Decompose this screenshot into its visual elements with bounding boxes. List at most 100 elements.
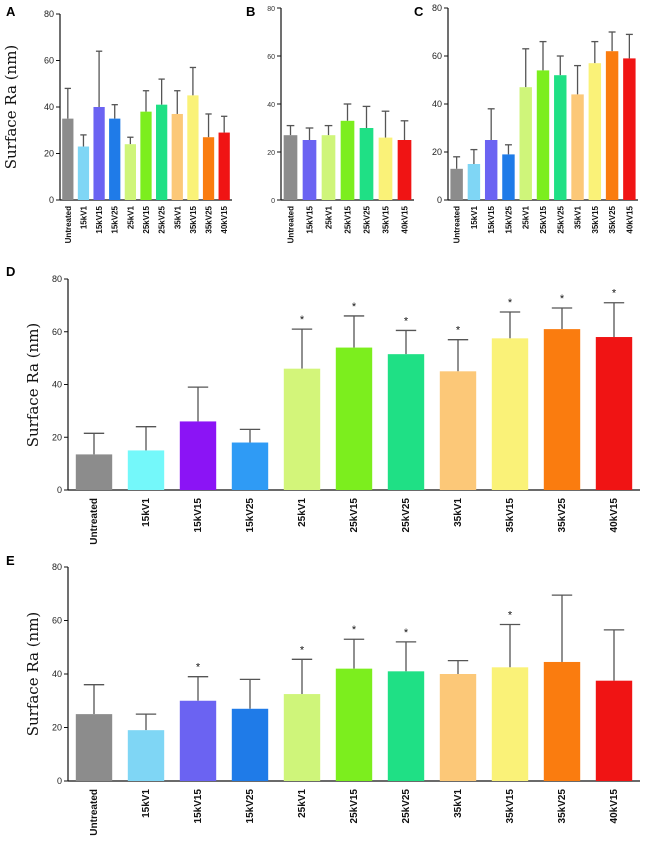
x-tick-label: 40kV15	[609, 789, 620, 824]
bar-35kv25	[605, 51, 619, 201]
significance-star: *	[196, 662, 201, 674]
y-axis-title: Surface Ra (nm)	[2, 45, 20, 170]
bar-25kv25	[156, 104, 168, 200]
y-tick-label: 60	[44, 56, 54, 66]
bar-35kv1	[439, 674, 477, 781]
bar-25kv15	[335, 347, 373, 490]
y-tick-label: 40	[52, 669, 62, 679]
significance-star: *	[456, 325, 461, 337]
x-tick-label: Untreated	[287, 206, 296, 243]
y-tick-label: 0	[437, 195, 442, 205]
x-tick-label: 35kV15	[591, 205, 600, 233]
y-tick-label: 0	[57, 485, 62, 495]
y-tick-label: 60	[52, 616, 62, 626]
bar-25kv1	[283, 368, 321, 490]
x-tick-label: 35kV15	[189, 205, 198, 233]
bar-untreated	[75, 454, 113, 490]
x-tick-label: 40kV15	[625, 205, 634, 233]
y-tick-label: 40	[267, 102, 275, 109]
chart-panel-c: C 0 20 40 60 80 Untreated 15kV1 15kV15 15kV25 25kV…	[414, 3, 638, 243]
x-tick-label: 25kV25	[158, 205, 167, 233]
x-tick-label: 15kV15	[193, 498, 204, 533]
y-tick-label: 80	[44, 9, 54, 19]
x-tick-label: 35kV15	[382, 205, 391, 233]
bar-untreated	[62, 118, 74, 200]
bar-40kv15	[595, 337, 633, 490]
y-tick-label: 60	[267, 54, 275, 61]
x-tick-label: 15kV25	[504, 205, 513, 233]
x-tick-label: Untreated	[453, 206, 462, 243]
significance-star: *	[352, 301, 357, 313]
bar-35kv25	[543, 329, 581, 490]
x-tick-label: 35kV15	[505, 498, 516, 533]
x-tick-label: 25kV1	[297, 498, 308, 527]
x-tick-label: 25kV15	[349, 789, 360, 824]
x-tick-label: 35kV25	[205, 205, 214, 233]
x-tick-label: 25kV1	[126, 205, 135, 229]
bar-40kv15	[397, 140, 412, 200]
bar-untreated	[75, 714, 113, 781]
bar-25kv15	[536, 70, 550, 201]
x-tick-label: 35kV1	[453, 498, 464, 527]
x-tick-label: 40kV15	[220, 205, 229, 233]
x-tick-label: 35kV15	[505, 789, 516, 824]
y-tick-label: 60	[432, 51, 442, 61]
panel-label: A	[6, 4, 16, 19]
x-tick-label: 15kV15	[306, 205, 315, 233]
bar-25kv25	[387, 354, 425, 490]
panel-label: D	[6, 264, 15, 279]
bar-15kv25	[231, 442, 269, 490]
significance-star: *	[404, 627, 409, 639]
significance-star: *	[352, 624, 357, 636]
bar-15kv25	[231, 708, 269, 781]
bar-15kv15	[179, 421, 217, 490]
x-tick-label: 15kV1	[79, 205, 88, 229]
bar-35kv15	[378, 137, 393, 200]
y-tick-label: 20	[44, 149, 54, 159]
x-tick-label: 25kV25	[363, 205, 372, 233]
bar-25kv15	[340, 120, 355, 200]
bar-15kv15	[484, 140, 498, 200]
y-tick-label: 80	[267, 6, 275, 13]
significance-star: *	[560, 293, 565, 305]
x-tick-label: 25kV15	[539, 205, 548, 233]
x-tick-label: 15kV1	[141, 789, 152, 818]
x-tick-label: 25kV15	[142, 205, 151, 233]
bar-35kv1	[571, 94, 584, 200]
significance-star: *	[300, 314, 305, 326]
x-tick-label: 40kV15	[401, 205, 410, 233]
bar-35kv1	[439, 371, 477, 490]
x-tick-label: 35kV1	[453, 789, 464, 818]
y-axis-title: Surface Ra (nm)	[24, 612, 42, 737]
bar-35kv15	[491, 667, 529, 781]
y-tick-label: 80	[52, 274, 62, 284]
x-tick-label: 35kV1	[574, 205, 583, 229]
chart-panel-e: E Surface Ra (nm) 0 20 40 60 80 Untreated 15kV1 *…	[6, 553, 640, 836]
x-tick-label: 25kV1	[325, 205, 334, 229]
significance-star: *	[300, 644, 305, 656]
bar-25kv1	[283, 694, 321, 781]
panel-label: C	[414, 4, 424, 19]
x-tick-label: 15kV25	[111, 205, 120, 233]
bar-15kv15	[302, 140, 317, 200]
chart-panel-b: B 0 20 40 60 80 Untreated 15kV15 25kV1 25kV15 25kV…	[246, 4, 414, 243]
bar-25kv1	[519, 87, 532, 200]
x-tick-label: 35kV1	[173, 205, 182, 229]
x-tick-label: 15kV15	[193, 789, 204, 824]
y-tick-label: 20	[52, 723, 62, 733]
bar-40kv15	[595, 680, 633, 781]
y-tick-label: 80	[432, 3, 442, 13]
chart-panel-d: D Surface Ra (nm) 0 20 40 60 80 Untreated 15kV1 1…	[6, 264, 640, 545]
x-tick-label: 15kV25	[245, 789, 256, 824]
bar-35kv1	[171, 113, 183, 200]
y-tick-label: 40	[44, 102, 54, 112]
panel-label: E	[6, 553, 15, 568]
bar-15kv25	[502, 154, 515, 200]
bar-40kv15	[218, 132, 230, 200]
bar-25kv1	[321, 135, 336, 200]
x-tick-label: 15kV15	[487, 205, 496, 233]
x-tick-label: 25kV25	[401, 498, 412, 533]
significance-star: *	[404, 315, 409, 327]
x-tick-label: 15kV1	[141, 498, 152, 527]
